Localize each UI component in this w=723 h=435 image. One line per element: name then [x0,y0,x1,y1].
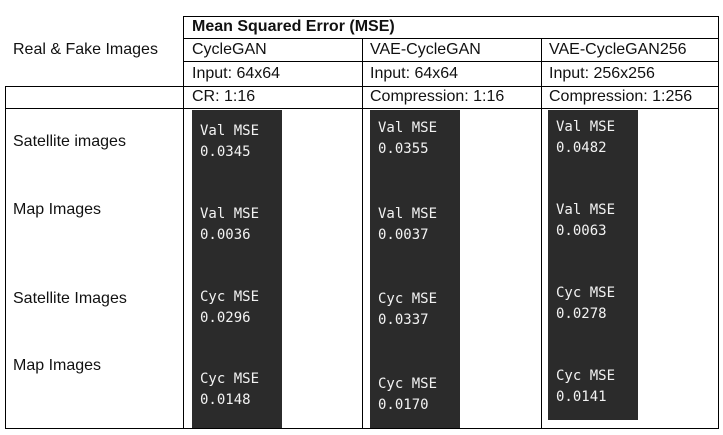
metric-label-vae-cyclegan256-map-cyc: Cyc MSE [556,368,616,384]
grid-line-col-3 [541,38,542,429]
grid-line-header-2 [183,61,719,62]
grid-line-right [718,16,719,429]
metric-value-vae-cyclegan-satellite-cyc: 0.0337 [378,312,429,328]
metric-value-vae-cyclegan256-satellite-cyc: 0.0278 [556,306,607,322]
input-size-vae-cyclegan256: Input: 256x256 [549,65,655,82]
metric-value-vae-cyclegan-satellite-val: 0.0355 [378,141,429,157]
metric-label-vae-cyclegan256-satellite-cyc: Cyc MSE [556,285,616,301]
metric-label-cyclegan-satellite-cyc: Cyc MSE [200,289,260,305]
metric-label-vae-cyclegan-map-val: Val MSE [378,206,438,222]
input-size-cyclegan: Input: 64x64 [192,65,281,82]
model-name-vae-cyclegan: VAE-CycleGAN [370,41,481,58]
metric-label-vae-cyclegan-map-cyc: Cyc MSE [378,376,438,392]
metric-value-vae-cyclegan-map-cyc: 0.0170 [378,397,429,413]
metric-label-vae-cyclegan-satellite-val: Val MSE [378,120,438,136]
result-panel-vae-cyclegan256 [548,110,638,420]
metric-value-vae-cyclegan256-satellite-val: 0.0482 [556,140,607,156]
grid-line-header-1 [183,38,719,39]
compression-vae-cyclegan: Compression: 1:16 [370,88,505,105]
result-panel-cyclegan [192,110,282,428]
row-label-satellite-cyc: Satellite Images [13,290,127,307]
model-name-vae-cyclegan256: VAE-CycleGAN256 [549,41,687,58]
compression-cyclegan: CR: 1:16 [192,88,256,105]
grid-line-col-1 [183,16,184,429]
result-panel-vae-cyclegan [370,110,460,428]
metric-value-cyclegan-satellite-cyc: 0.0296 [200,310,251,326]
metric-value-cyclegan-map-cyc: 0.0148 [200,392,251,408]
metric-label-cyclegan-map-val: Val MSE [200,206,260,222]
table-title: Mean Squared Error (MSE) [192,18,395,35]
metric-label-cyclegan-map-cyc: Cyc MSE [200,371,260,387]
metric-value-vae-cyclegan256-map-val: 0.0063 [556,223,607,239]
metric-value-vae-cyclegan256-map-cyc: 0.0141 [556,389,607,405]
model-name-cyclegan: CycleGAN [192,41,267,58]
grid-line-col-2 [362,38,363,429]
metric-label-vae-cyclegan256-satellite-val: Val MSE [556,119,616,135]
input-size-vae-cyclegan: Input: 64x64 [370,65,459,82]
compression-vae-cyclegan256: Compression: 1:256 [549,88,693,105]
grid-line-left [5,86,6,429]
metric-value-cyclegan-satellite-val: 0.0345 [200,144,251,160]
row-label-map-cyc: Map Images [13,357,102,374]
metric-value-vae-cyclegan-map-val: 0.0037 [378,227,429,243]
metric-label-cyclegan-satellite-val: Val MSE [200,123,260,139]
row-label-map-val: Map Images [13,201,102,218]
row-header-label: Real & Fake Images [13,41,158,58]
metric-label-vae-cyclegan256-map-val: Val MSE [556,202,616,218]
metric-value-cyclegan-map-val: 0.0036 [200,227,251,243]
metric-label-vae-cyclegan-satellite-cyc: Cyc MSE [378,291,438,307]
row-label-satellite-val: Satellite images [13,133,126,150]
grid-line-top [183,16,719,17]
